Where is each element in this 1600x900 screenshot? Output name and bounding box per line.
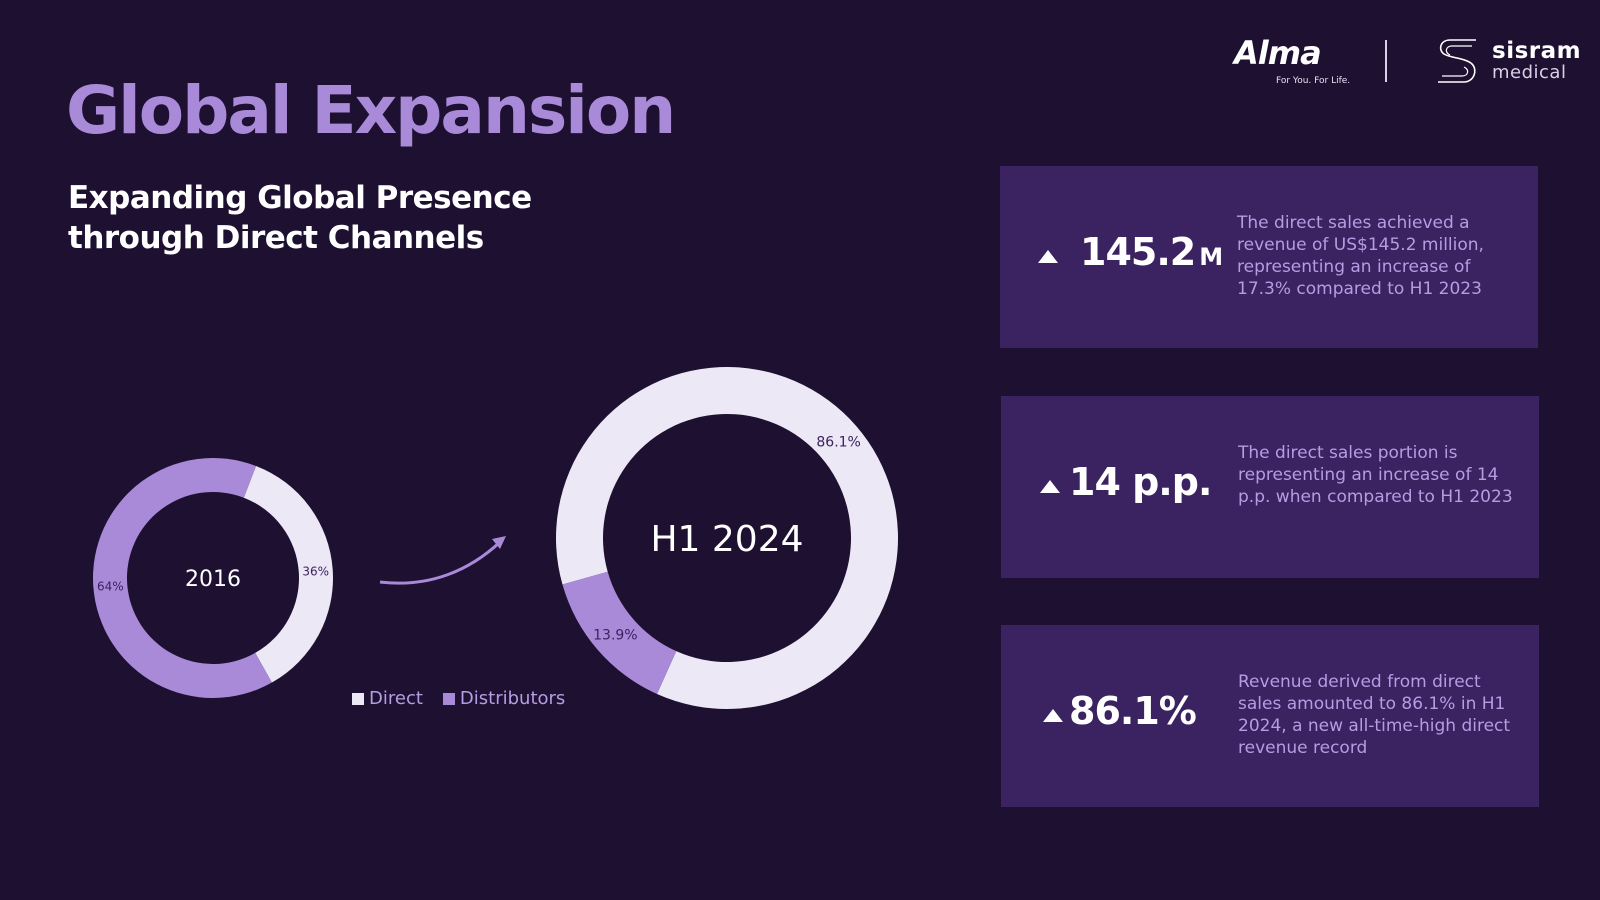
transition-arrow-head <box>492 536 506 549</box>
legend-swatch-distributors <box>442 692 455 705</box>
legend-item-direct: Direct <box>352 688 423 709</box>
donut-charts: 36% 64% 2016 86.1% 13.9% H1 2024 <box>92 366 898 709</box>
subtitle-line-2: through Direct Channels <box>68 220 484 256</box>
alma-logo-tagline: For You. For Life. <box>1276 76 1351 86</box>
legend-label-direct: Direct <box>369 688 423 709</box>
stat-value-revenue-number: 145.2 <box>1080 230 1196 274</box>
sisram-s-icon <box>1438 39 1476 83</box>
stat-value-portion: 14 p.p. <box>1069 460 1212 504</box>
stat-desc-portion: The direct sales portion is representing… <box>1238 443 1513 507</box>
legend-item-distributors: Distributors <box>442 688 566 709</box>
donut-h1-label-direct: 86.1% <box>816 435 860 451</box>
stat-card-portion: 14 p.p. The direct sales portion is repr… <box>1001 396 1539 578</box>
stat-card-revenue: 145.2 M The direct sales achieved a reven… <box>1000 166 1538 348</box>
sisram-logo-name: sisram <box>1492 38 1582 64</box>
up-arrow-icon <box>1040 480 1060 493</box>
stat-desc-revenue: The direct sales achieved a revenue of U… <box>1237 213 1484 299</box>
donut-h1-slice-distributors <box>562 571 677 695</box>
donut-chart-2016: 36% 64% 2016 <box>92 457 333 698</box>
donut-2016-label-distributors: 64% <box>97 580 124 594</box>
logo-divider <box>1385 40 1387 82</box>
page-subtitle: Expanding Global Presence through Direct… <box>68 178 628 258</box>
up-arrow-icon <box>1038 250 1058 263</box>
stat-card-share: 86.1% Revenue derived from direct sales … <box>1001 625 1539 807</box>
donut-2016-center-title: 2016 <box>185 567 241 592</box>
up-arrow-icon <box>1043 709 1063 722</box>
legend-swatch-direct <box>352 692 364 705</box>
donut-chart-h1-2024: 86.1% 13.9% H1 2024 <box>555 366 898 709</box>
stat-desc-share: Revenue derived from direct sales amount… <box>1238 672 1511 758</box>
page-title: Global Expansion <box>66 72 676 149</box>
stat-value-revenue: 145.2 M <box>1080 230 1223 274</box>
donut-h1-center-title: H1 2024 <box>650 519 803 560</box>
sisram-logo-sub: medical <box>1492 62 1567 83</box>
alma-logo-wordmark: Alma <box>1234 34 1322 72</box>
stat-value-revenue-unit: M <box>1199 243 1223 271</box>
chart-legend: Direct Distributors <box>352 688 565 709</box>
subtitle-line-1: Expanding Global Presence <box>68 180 532 216</box>
donut-2016-slice-direct <box>243 465 333 683</box>
legend-label-distributors: Distributors <box>459 688 566 709</box>
donut-h1-label-distributors: 13.9% <box>593 627 637 643</box>
alma-logo: Alma For You. For Life. <box>1234 34 1350 92</box>
sisram-logo: sisram medical <box>1430 34 1581 90</box>
donut-2016-label-direct: 36% <box>302 564 329 578</box>
donut-2016-slice-distributors <box>92 457 272 698</box>
transition-arrow <box>379 540 502 585</box>
stat-value-share: 86.1% <box>1069 689 1197 733</box>
